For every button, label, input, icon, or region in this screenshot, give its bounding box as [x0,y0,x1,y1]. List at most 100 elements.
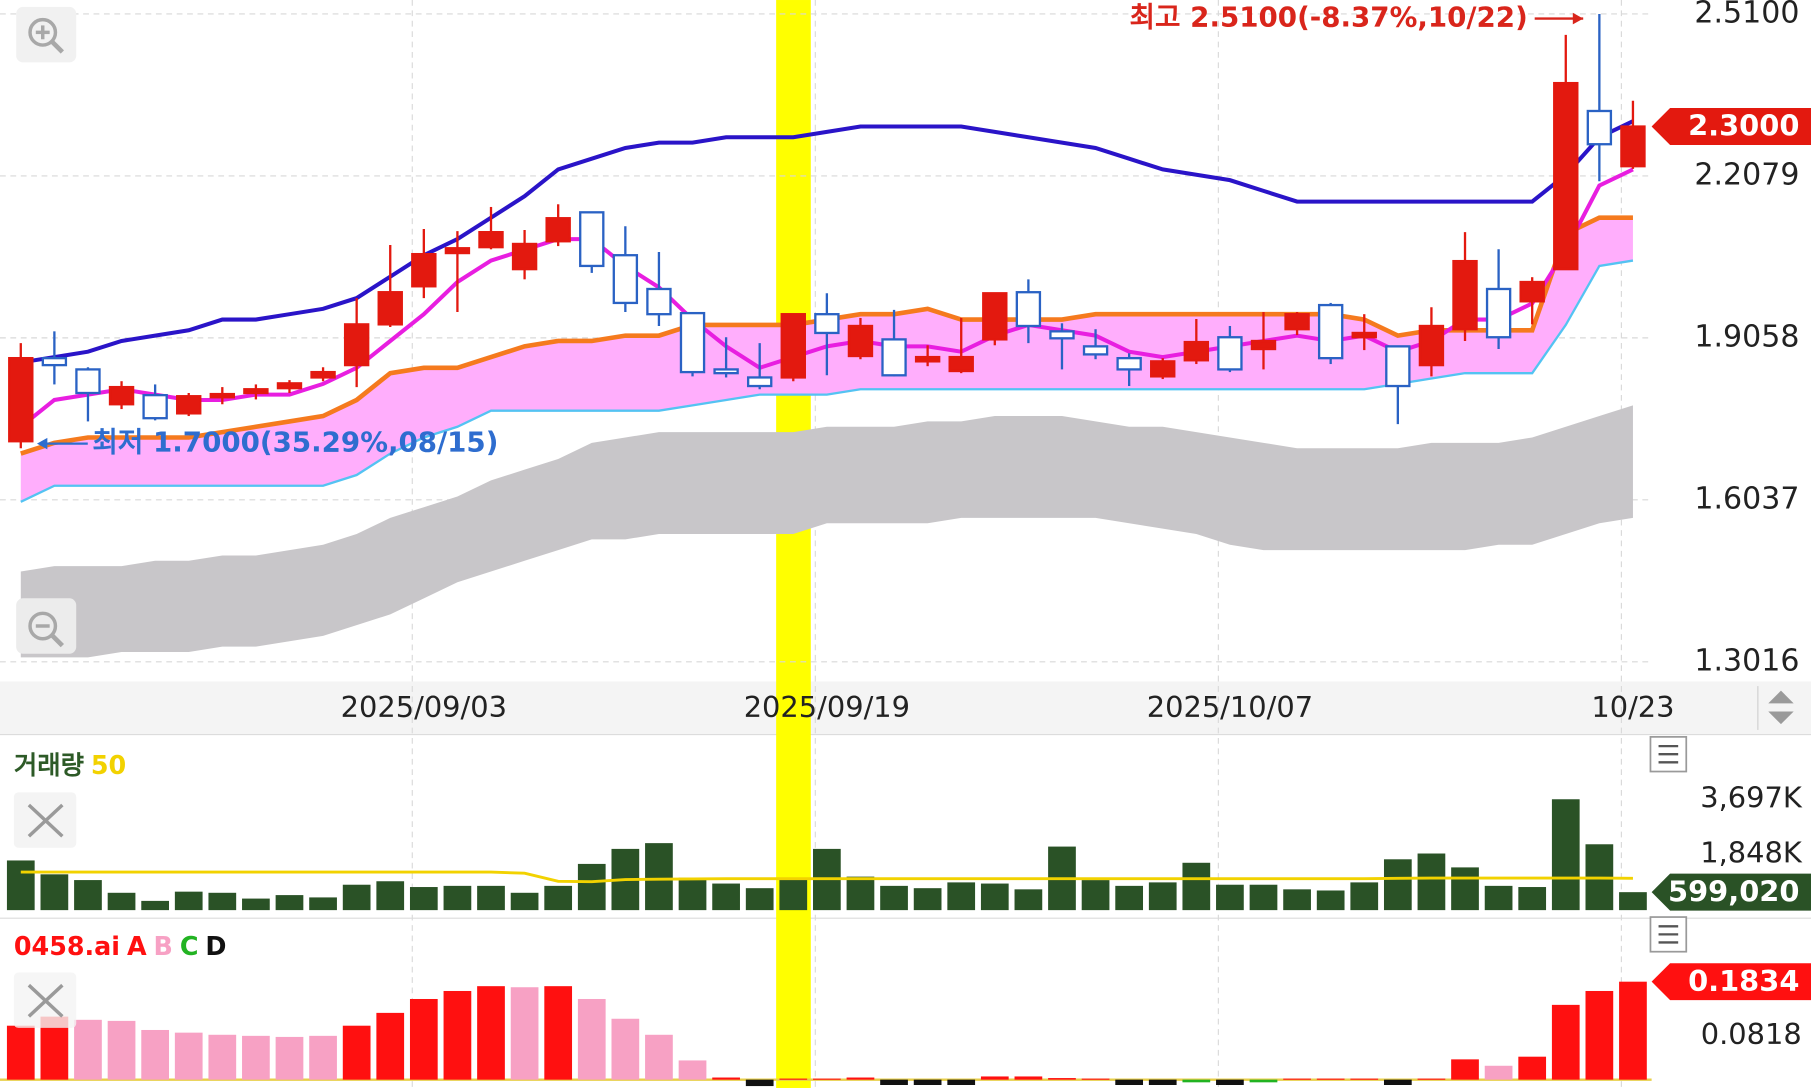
candle-body [1485,287,1512,339]
candle-body [276,382,303,390]
bar [208,892,237,911]
icon [27,803,64,838]
candle-body [478,231,504,249]
bar [510,892,539,911]
bar [1518,1056,1547,1080]
legend-entry: B [154,931,173,961]
bar [1081,880,1110,911]
candle-body [108,385,135,406]
bar [947,882,976,911]
legend-entry: D [205,931,226,961]
y-tick-label: 3,697K [1700,780,1803,814]
candle-body [1015,291,1042,328]
x-tick-label: 10/23 [1591,690,1674,724]
bar [1283,1078,1311,1080]
candle-body [545,217,571,243]
candle-body [1183,340,1210,362]
bar [1484,885,1513,911]
bar [141,900,169,911]
bar [980,1076,1009,1080]
bar [1316,1078,1345,1080]
bar [376,881,405,911]
low-arrow-head [36,437,48,450]
candle-body [1317,303,1344,360]
bar [107,1020,136,1080]
candle-body [948,355,974,373]
scroll-up[interactable] [1768,690,1794,704]
bar [1148,882,1177,911]
button-bg [16,6,77,63]
scroll-buttons[interactable] [1757,686,1794,730]
candle-body [847,324,874,358]
price-tag-label: 599,020 [1668,874,1799,908]
bar [1014,1076,1043,1080]
close-indicator-button[interactable] [13,972,77,1028]
bar [577,863,606,911]
date-axis-strip [0,681,1811,735]
candle-body [1284,313,1310,331]
bar [275,895,304,911]
zoom-out-button[interactable] [16,598,77,654]
high-annotation: 최고 2.5100(-8.37%,10/22) [1130,1,1528,34]
candle-body [243,388,269,395]
bar [712,883,740,911]
bar [40,874,69,911]
icon [50,39,65,54]
candle-body [914,355,941,363]
volume-menu-button[interactable] [1649,736,1688,773]
bar [1619,981,1647,1080]
candle-body [142,393,168,420]
candle-body [343,323,370,367]
bar [913,1079,942,1086]
candle-body [1049,330,1075,340]
price-tag [1651,873,1811,911]
candle-body [209,392,236,399]
bar [376,1012,405,1080]
bar [208,1034,237,1080]
labels: 2.5100 2.2079 1.9058 1.6037 1.3016 2025/09/03… [14,0,1811,1051]
bar [1014,889,1043,911]
bar [1551,799,1580,911]
volume-ma-line [20,870,1633,884]
zoom-in-button[interactable] [16,6,77,63]
indicator-menu-button[interactable] [1649,916,1688,953]
low-annotation: 최저 1.7000(35.29%,08/15) [92,426,498,459]
icon [28,611,58,641]
bar [611,1018,640,1080]
bar [745,1079,774,1087]
candle-body [814,313,840,335]
bar [678,877,707,911]
x-tick-label: 2025/10/07 [1147,690,1313,724]
candle-body [1217,336,1243,371]
legend-entry: A [127,931,147,961]
candle-body [511,242,538,271]
high-arrow-head [1572,12,1584,25]
candle-body [75,368,101,395]
candle-body [780,313,806,379]
y-tick-label: 1.6037 [1694,481,1799,516]
candle-body [646,287,672,316]
scroll-down[interactable] [1768,711,1794,725]
bar [1417,1078,1446,1080]
bar [510,987,539,1080]
candle-body [8,356,34,443]
bar [1350,882,1379,911]
bar [1551,1004,1580,1080]
bar [477,986,505,1080]
bar [779,1078,808,1080]
bar [1451,1059,1479,1080]
bar [1518,887,1547,911]
close-volume-button[interactable] [13,792,77,848]
bar [1383,1079,1412,1086]
candle-body [444,247,471,255]
candle-body [982,292,1008,341]
panel-title: 0458.ai A B C D [14,931,227,961]
bar [174,1032,203,1080]
panel-title-name: 거래량 [14,750,84,780]
bar [1081,1078,1110,1080]
candle-body [41,356,68,367]
bar [1249,1079,1278,1083]
bar [309,1035,337,1080]
